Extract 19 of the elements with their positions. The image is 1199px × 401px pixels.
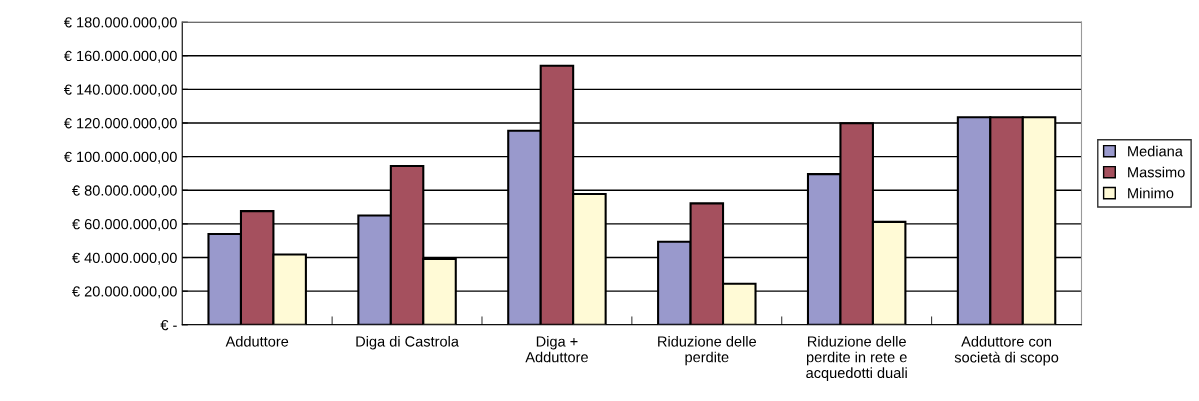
y-tick-label: € 160.000.000,00 bbox=[63, 50, 177, 63]
legend-label: Minimo bbox=[1128, 187, 1174, 199]
x-tick-label: Riduzione delle perdite bbox=[658, 335, 757, 366]
y-tick-label: € 140.000.000,00 bbox=[63, 84, 177, 97]
x-tick-label: Adduttore bbox=[225, 335, 289, 347]
x-tick-label: Diga di Castrola bbox=[356, 335, 459, 350]
y-tick-label: € - bbox=[160, 319, 177, 331]
y-tick-label: € 20.000.000,00 bbox=[72, 286, 177, 299]
y-tick-label: € 60.000.000,00 bbox=[72, 218, 177, 232]
y-tick-label: € 40.000.000,00 bbox=[72, 252, 177, 265]
x-tick-label: Riduzione delle perdite in rete e acquedotti duali bbox=[806, 335, 907, 381]
legend-label: Massimo bbox=[1128, 166, 1185, 178]
y-tick-label: € 180.000.000,00 bbox=[63, 17, 177, 30]
y-tick-label: € 80.000.000,00 bbox=[72, 185, 177, 198]
legend-label: Mediana bbox=[1128, 145, 1183, 157]
x-tick-label: Diga + Adduttore bbox=[525, 335, 588, 363]
y-tick-label: € 120.000.000,00 bbox=[63, 118, 177, 131]
x-tick-label: Adduttore con società di scopo bbox=[954, 335, 1059, 366]
y-tick-label: € 100.000.000,00 bbox=[63, 151, 177, 164]
